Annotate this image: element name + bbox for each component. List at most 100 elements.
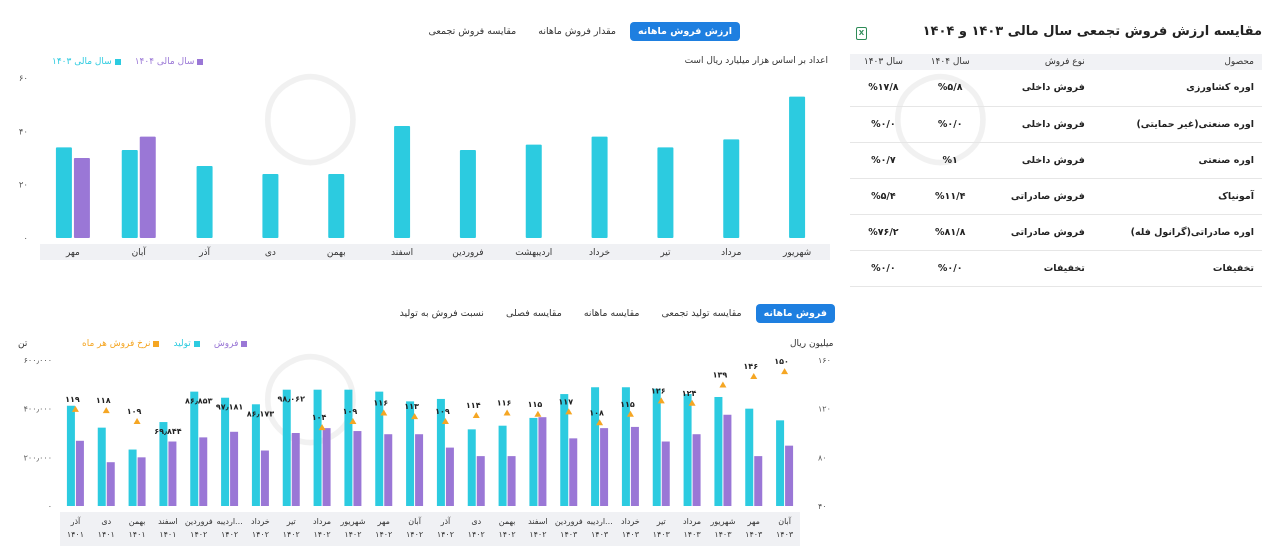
rate-marker[interactable] [565, 408, 573, 415]
production-bar[interactable] [128, 449, 137, 506]
sales-bar[interactable] [630, 426, 639, 506]
production-bar[interactable] [159, 422, 168, 506]
sales-bar[interactable] [445, 447, 454, 506]
sales-bar[interactable] [600, 428, 609, 506]
sales-bar[interactable] [692, 434, 701, 506]
bottom-tab-3[interactable]: مقایسه فصلی [505, 308, 562, 319]
bottom-legend-item-2[interactable]: نرخ فروش هر ماه [82, 339, 160, 349]
top-tab-0[interactable]: ارزش فروش ماهانه [630, 22, 740, 41]
top-bar-1403[interactable] [525, 144, 542, 238]
top-tab-1[interactable]: مقدار فروش ماهانه [538, 26, 616, 37]
production-bar[interactable] [190, 391, 199, 506]
rate-marker[interactable] [781, 368, 789, 375]
bottom-legend-item-0[interactable]: فروش [214, 339, 248, 349]
production-bar[interactable] [221, 397, 230, 506]
sales-bar[interactable] [476, 456, 485, 506]
rate-marker[interactable] [596, 419, 604, 426]
rate-marker[interactable] [102, 407, 110, 414]
rate-marker[interactable] [688, 399, 696, 406]
rate-marker[interactable] [411, 413, 419, 420]
top-bar-1403[interactable] [789, 96, 806, 239]
production-bar[interactable] [375, 391, 384, 506]
sales-bar[interactable] [661, 441, 670, 506]
top-bar-1403[interactable] [459, 150, 476, 238]
rate-marker[interactable] [71, 405, 79, 412]
bottom-tab-0[interactable]: فروش ماهانه [755, 304, 835, 323]
production-bar[interactable] [560, 394, 569, 506]
sales-bar[interactable] [754, 456, 763, 506]
rate-marker[interactable] [472, 411, 480, 418]
sales-bar[interactable] [353, 431, 362, 506]
production-bar[interactable] [498, 425, 507, 506]
rate-marker[interactable] [626, 410, 634, 417]
production-bar[interactable] [652, 388, 661, 506]
sales-bar[interactable] [137, 457, 146, 506]
sales-bar[interactable] [168, 441, 177, 506]
rate-marker[interactable] [133, 418, 141, 425]
production-bar[interactable] [467, 429, 476, 506]
top-x-tick: اسفند [391, 248, 413, 258]
sales-bar[interactable] [538, 417, 547, 506]
top-bar-1404[interactable] [73, 158, 90, 238]
sales-bar[interactable] [322, 428, 331, 506]
bottom-tab-2[interactable]: مقایسه ماهانه [583, 308, 640, 319]
top-bar-1403[interactable] [121, 150, 138, 238]
sales-bar[interactable] [723, 414, 732, 506]
sales-bar[interactable] [260, 450, 269, 506]
sales-bar[interactable] [199, 437, 208, 506]
production-bar[interactable] [745, 408, 754, 506]
top-bar-1403[interactable] [262, 174, 279, 238]
production-bar[interactable] [621, 387, 630, 506]
table-cell: %۵/۸ [916, 70, 984, 107]
table-cell: %۰/۰ [850, 106, 917, 143]
rate-marker[interactable] [719, 381, 727, 388]
bottom-tab-1[interactable]: مقایسه تولید تجمعی [661, 308, 742, 319]
top-bar-1404[interactable] [139, 136, 156, 238]
rate-marker[interactable] [534, 410, 542, 417]
rate-marker[interactable] [503, 409, 511, 416]
rate-marker[interactable] [318, 424, 326, 431]
rate-marker[interactable] [380, 409, 388, 416]
top-bar-1403[interactable] [723, 139, 740, 238]
top-bar-1403[interactable] [591, 136, 608, 238]
production-bar[interactable] [436, 398, 445, 506]
production-bar[interactable] [406, 401, 415, 506]
production-bar[interactable] [776, 420, 785, 506]
rate-value-label: ۱۱۷ [558, 397, 573, 406]
production-bar[interactable] [591, 387, 600, 506]
production-bar[interactable] [714, 396, 723, 506]
rate-marker[interactable] [750, 373, 758, 380]
legend-swatch [197, 59, 204, 65]
production-bar[interactable] [683, 394, 692, 506]
top-bar-1403[interactable] [328, 174, 345, 238]
production-bar[interactable] [344, 389, 353, 506]
sales-bar[interactable] [785, 445, 794, 506]
sales-bar[interactable] [384, 434, 393, 506]
sales-bar[interactable] [106, 462, 115, 506]
rate-marker[interactable] [657, 397, 665, 404]
rate-marker[interactable] [441, 418, 449, 425]
top-bar-1403[interactable] [55, 147, 72, 238]
production-bar[interactable] [282, 389, 291, 506]
top-bar-1403[interactable] [196, 166, 213, 238]
top-bar-1403[interactable] [657, 147, 674, 238]
sales-bar[interactable] [415, 434, 424, 506]
top-tab-2[interactable]: مقایسه فروش تجمعی [428, 26, 517, 37]
excel-export-icon[interactable]: X [856, 27, 867, 40]
production-bar[interactable] [313, 389, 322, 506]
production-bar[interactable] [97, 427, 106, 506]
sales-bar[interactable] [75, 440, 84, 506]
production-bar[interactable] [66, 405, 75, 506]
rate-marker[interactable] [349, 418, 357, 425]
production-bar[interactable] [251, 404, 260, 506]
sales-bar[interactable] [507, 456, 516, 506]
sales-bar[interactable] [230, 431, 239, 506]
top-bar-1403[interactable] [394, 126, 411, 238]
sales-bar[interactable] [569, 438, 578, 506]
bottom-tab-4[interactable]: نسبت فروش به تولید [399, 308, 484, 319]
top-legend-item-0[interactable]: سال مالی ۱۴۰۴ [135, 57, 204, 67]
bottom-legend-item-1[interactable]: تولید [173, 339, 200, 349]
sales-bar[interactable] [291, 433, 300, 506]
top-legend-item-1[interactable]: سال مالی ۱۴۰۳ [52, 57, 121, 67]
production-bar[interactable] [529, 417, 538, 506]
